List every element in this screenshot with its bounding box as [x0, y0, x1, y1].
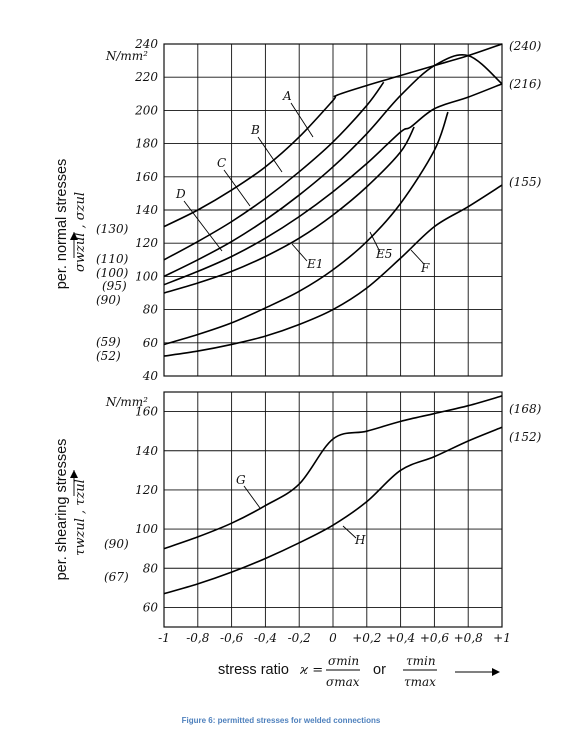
- y-tick-label: 160: [135, 170, 158, 184]
- y-axis-arrow-head: [70, 470, 78, 478]
- x-tick-label: -1: [158, 631, 170, 645]
- tau-max-label: τmax: [404, 675, 436, 689]
- series-line-c: [163, 54, 503, 278]
- y-tick-label: 220: [134, 70, 158, 84]
- or-label: or: [373, 662, 386, 678]
- y-axis-label: per. shearing stresses: [54, 439, 70, 581]
- left-value-label: (90): [104, 537, 129, 551]
- right-value-label: (216): [509, 77, 542, 91]
- series-leader-g: [243, 485, 261, 509]
- right-value-label: (152): [509, 430, 542, 444]
- series-line-g: [163, 395, 503, 550]
- y-axis-arrow-head: [70, 232, 78, 240]
- y-tick-label: 120: [135, 483, 158, 497]
- left-value-label: (52): [96, 349, 121, 363]
- series-line-e5: [163, 111, 449, 346]
- tau-min-label: τmin: [406, 654, 436, 668]
- left-value-label: (130): [96, 222, 129, 236]
- series-leader-d: [183, 200, 223, 252]
- x-tick-label: +0,8: [454, 631, 484, 645]
- left-value-label: (110): [96, 252, 129, 266]
- x-tick-label: -0,8: [186, 631, 210, 645]
- left-value-label: (59): [96, 335, 121, 349]
- y-tick-label: 60: [143, 336, 159, 350]
- x-tick-label: +1: [493, 631, 511, 645]
- series-leader-f: [410, 249, 425, 265]
- x-axis-title-group: stress ratio ϰ = σmin σmax or τmin τmax: [218, 654, 500, 689]
- series-leader-a: [290, 102, 314, 138]
- sigma-min-label: σmin: [328, 654, 359, 668]
- x-tick-label: +0,2: [352, 631, 381, 645]
- series-line-h: [163, 426, 503, 595]
- y-tick-label: 200: [134, 103, 158, 117]
- series-leader-b: [257, 136, 283, 173]
- y-axis-label: per. normal stresses: [54, 159, 70, 290]
- y-axis-symbol: τwzul , τzul: [73, 479, 88, 556]
- series-label-b: B: [250, 123, 260, 137]
- unit-label: N/mm²: [105, 395, 148, 409]
- unit-label: N/mm²: [105, 49, 148, 63]
- right-value-label: (155): [509, 175, 542, 189]
- x-tick-label: -0,2: [288, 631, 311, 645]
- series-leader-e1: [291, 243, 308, 262]
- x-tick-label: 0: [329, 631, 337, 645]
- y-tick-label: 100: [135, 269, 158, 283]
- x-tick-label: +0,6: [420, 631, 450, 645]
- series-leader-c: [223, 169, 251, 207]
- y-tick-label: 100: [135, 522, 158, 536]
- left-value-label: (90): [96, 293, 121, 307]
- figure-caption: Figure 6: permitted stresses for welded …: [181, 716, 381, 725]
- right-value-label: (240): [509, 39, 542, 53]
- y-tick-label: 240: [134, 37, 158, 51]
- series-line-f: [163, 184, 503, 357]
- series-label-h: H: [354, 533, 366, 547]
- series-leader-h: [342, 525, 357, 539]
- y-axis-symbol: σwzul , σzul: [73, 192, 88, 272]
- series-line-e1: [163, 126, 415, 294]
- sigma-max-label: σmax: [326, 675, 360, 689]
- x-tick-label: -0,4: [254, 631, 277, 645]
- y-tick-label: 60: [143, 600, 159, 614]
- series-label-e1: E1: [306, 257, 323, 271]
- x-axis-arrow-head: [492, 668, 500, 676]
- y-tick-label: 40: [142, 369, 159, 383]
- y-tick-label: 180: [135, 137, 158, 151]
- left-value-label: (100): [96, 266, 129, 280]
- right-value-label: (168): [509, 402, 542, 416]
- plot-frame: [163, 391, 503, 628]
- left-value-label: (95): [102, 279, 127, 293]
- series-label-e5: E5: [375, 247, 392, 261]
- series-leader-e5: [369, 231, 381, 253]
- y-tick-label: 120: [135, 236, 158, 250]
- x-tick-label: +0,4: [386, 631, 415, 645]
- y-tick-label: 140: [135, 203, 158, 217]
- y-tick-label: 80: [143, 303, 159, 317]
- plot-frame: [163, 43, 503, 377]
- y-tick-label: 160: [135, 405, 158, 419]
- y-tick-label: 140: [135, 444, 158, 458]
- series-line-d: [163, 83, 503, 286]
- y-tick-label: 80: [143, 561, 159, 575]
- series-label-d: D: [175, 187, 186, 201]
- series-line-b: [163, 81, 385, 261]
- x-tick-label: -0,6: [220, 631, 244, 645]
- x-axis-label: stress ratio: [218, 662, 289, 678]
- left-value-label: (67): [104, 570, 129, 584]
- series-label-a: A: [282, 89, 292, 103]
- series-label-f: F: [420, 261, 430, 275]
- series-label-g: G: [236, 473, 246, 487]
- series-label-c: C: [217, 156, 226, 170]
- kappa-symbol: ϰ =: [299, 663, 323, 678]
